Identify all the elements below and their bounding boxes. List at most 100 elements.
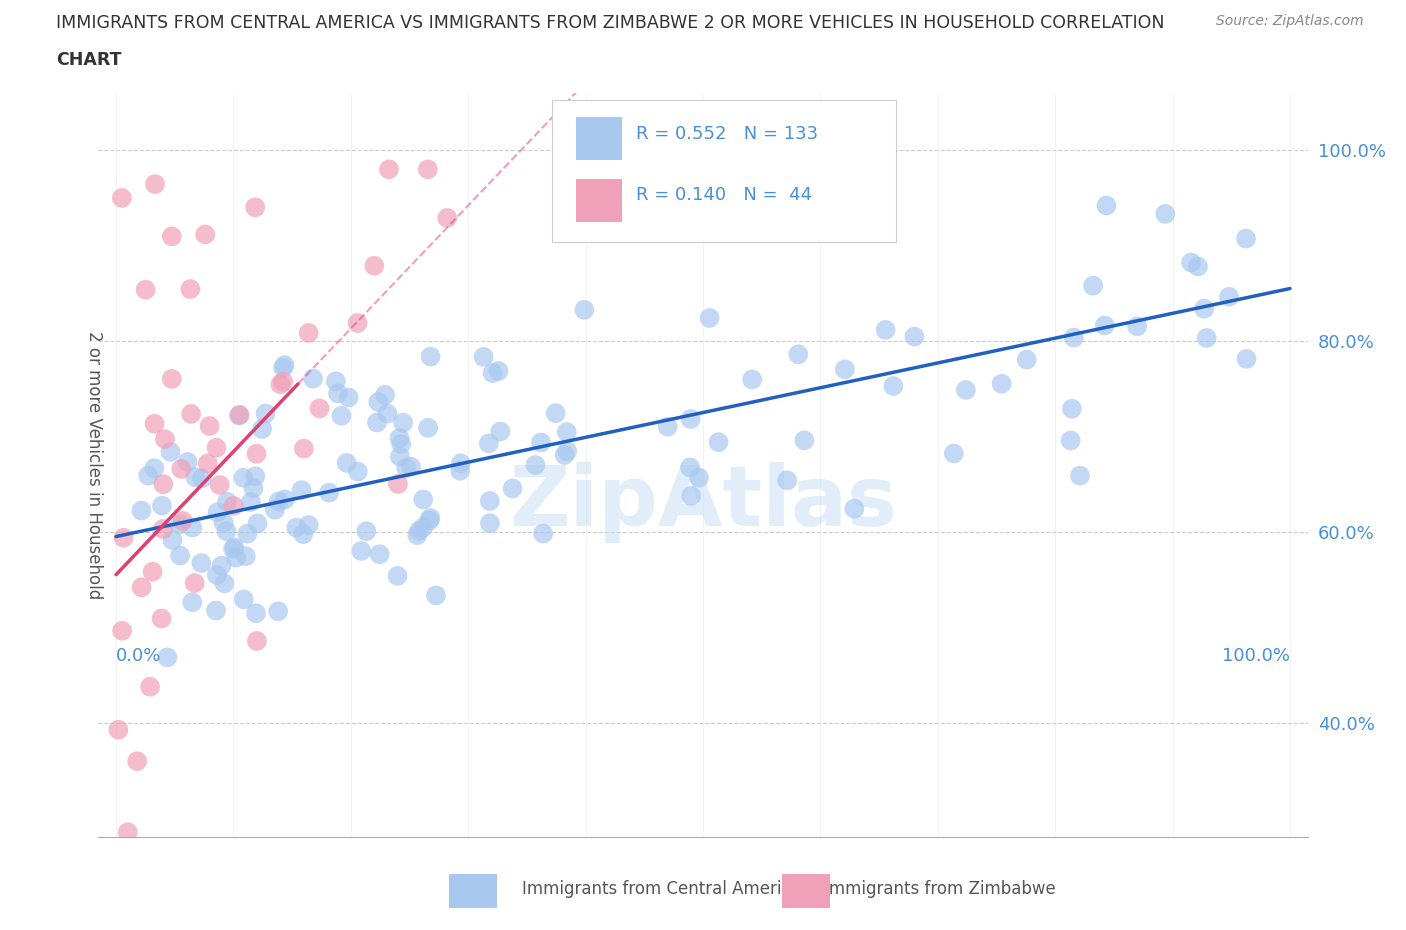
Point: [395, 460, 418, 475]
Point: [169, 517, 191, 532]
Point: [246, 516, 269, 531]
Point: [271, 374, 294, 389]
Point: [107, 723, 129, 737]
Point: [127, 754, 149, 769]
Point: [356, 524, 378, 538]
Point: [1081, 278, 1104, 293]
Point: [222, 498, 245, 513]
Point: [298, 326, 321, 340]
Point: [212, 515, 235, 530]
Point: [688, 471, 710, 485]
Point: [574, 302, 596, 317]
Point: [142, 565, 165, 579]
Point: [207, 505, 229, 520]
Point: [406, 527, 429, 542]
Point: [245, 469, 267, 484]
Point: [555, 444, 578, 458]
Point: [472, 350, 495, 365]
Point: [159, 445, 181, 459]
Point: [531, 526, 554, 541]
Point: [450, 456, 472, 471]
Point: [325, 374, 347, 389]
Point: [232, 471, 254, 485]
Point: [302, 371, 325, 386]
Point: [308, 401, 330, 416]
Point: [264, 502, 287, 517]
Point: [183, 576, 205, 591]
Text: CHART: CHART: [56, 51, 122, 69]
Point: [387, 568, 409, 583]
Point: [488, 364, 510, 379]
Point: [844, 501, 866, 516]
Point: [942, 446, 965, 461]
Point: [235, 549, 257, 564]
Point: [478, 516, 501, 531]
Point: [273, 358, 295, 373]
Point: [143, 177, 166, 192]
Point: [172, 513, 194, 528]
Point: [374, 388, 396, 403]
Point: [336, 456, 359, 471]
Point: [418, 513, 440, 528]
Point: [524, 458, 547, 472]
Point: [194, 227, 217, 242]
Point: [741, 372, 763, 387]
Point: [787, 347, 810, 362]
Point: [190, 555, 212, 570]
Point: [215, 524, 238, 538]
Point: [1126, 319, 1149, 334]
Point: [131, 579, 153, 594]
Point: [232, 591, 254, 606]
Point: [222, 541, 245, 556]
Point: [555, 425, 578, 440]
Point: [245, 605, 267, 620]
Point: [117, 825, 139, 840]
Point: [245, 200, 267, 215]
Point: [162, 533, 184, 548]
Point: [143, 417, 166, 432]
Bar: [576, 179, 621, 221]
Point: [412, 520, 434, 535]
Point: [1195, 330, 1218, 345]
Point: [530, 435, 553, 450]
Point: [1094, 318, 1116, 333]
Point: [377, 406, 399, 421]
Point: [191, 471, 214, 485]
Point: [112, 530, 135, 545]
Point: [197, 456, 219, 471]
Point: [228, 408, 250, 423]
Text: Immigrants from Zimbabwe: Immigrants from Zimbabwe: [824, 880, 1056, 898]
Point: [346, 315, 368, 330]
Point: [875, 323, 897, 338]
Point: [208, 477, 231, 492]
Point: [156, 650, 179, 665]
Point: [292, 526, 315, 541]
Point: [679, 460, 702, 475]
Point: [776, 472, 799, 487]
Point: [378, 162, 401, 177]
Point: [271, 360, 294, 375]
Point: [1069, 468, 1091, 483]
Point: [131, 503, 153, 518]
Point: [408, 524, 430, 538]
Point: [246, 633, 269, 648]
Point: [1180, 255, 1202, 270]
Point: [1192, 301, 1215, 316]
Point: [205, 603, 228, 618]
Point: [139, 679, 162, 694]
FancyBboxPatch shape: [551, 100, 897, 242]
Point: [882, 379, 904, 393]
Point: [679, 412, 702, 427]
Point: [1063, 330, 1085, 345]
Point: [242, 481, 264, 496]
Text: ZipAtlas: ZipAtlas: [509, 461, 897, 543]
Point: [176, 455, 198, 470]
Point: [681, 488, 703, 503]
Y-axis label: 2 or more Vehicles in Household: 2 or more Vehicles in Household: [84, 331, 103, 599]
Point: [367, 394, 389, 409]
Point: [346, 464, 368, 479]
Point: [150, 498, 173, 513]
Point: [111, 623, 134, 638]
Point: [214, 576, 236, 591]
Point: [160, 371, 183, 386]
